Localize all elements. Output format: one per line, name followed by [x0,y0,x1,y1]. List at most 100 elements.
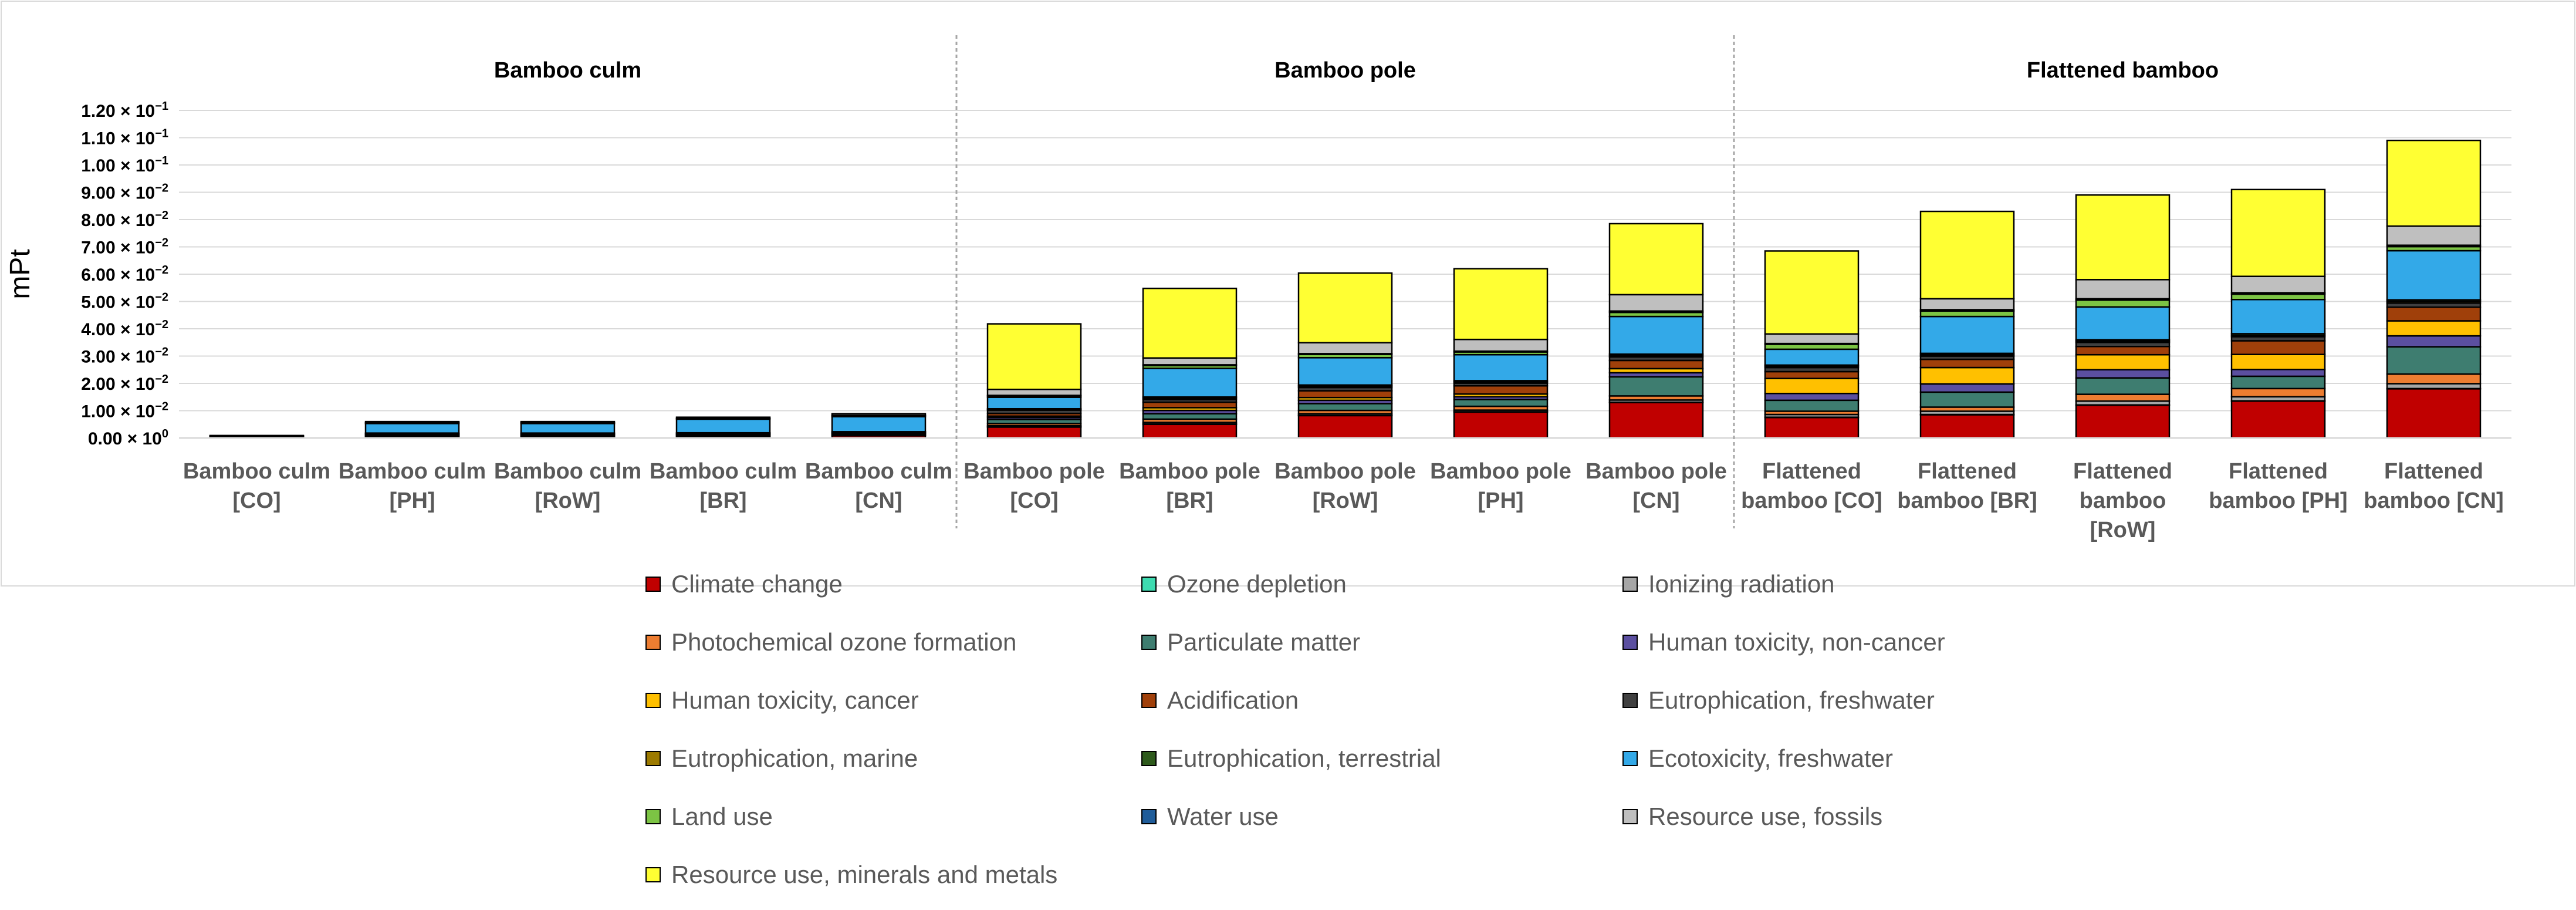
x-tick-label-5: Bamboo pole [CO] [964,459,1105,513]
bar-segment-10-11 [1764,348,1860,366]
legend-swatch [1141,751,1157,766]
x-tick-label-2: Bamboo culm [RoW] [494,459,641,513]
bar-segment-13-6 [2230,353,2326,370]
bar-segment-14-4 [2386,346,2482,375]
x-tick-label-10: Flattened bamboo [CO] [1741,459,1882,513]
bar-segment-12-0 [2075,404,2171,439]
y-tick-label-1: 1.00 × 10−2 [81,400,168,422]
bar-segment-12-7 [2075,345,2171,356]
legend-label: Particulate matter [1167,628,1361,656]
bar-segment-7-15 [1297,272,1393,343]
bar-segment-5-11 [986,396,1082,410]
legend-swatch [645,751,661,766]
legend-item: Resource use, fossils [1622,799,1882,834]
bar-segment-10-4 [1764,399,1860,412]
legend-swatch [645,693,661,708]
bar-segment-9-7 [1608,359,1704,370]
legend-label: Human toxicity, cancer [671,686,919,714]
legend-label: Climate change [671,570,843,598]
x-tick-label-11: Flattened bamboo [BR] [1897,459,2037,513]
bar-segment-10-7 [1764,370,1860,379]
bar-segment-9-11 [1608,315,1704,355]
y-tick-label-4: 4.00 × 10−2 [81,318,168,339]
bar-segment-10-6 [1764,378,1860,395]
bar-segment-7-7 [1297,390,1393,399]
bar-segment-13-14 [2230,275,2326,294]
bar-segment-12-12 [2075,299,2171,308]
bar-segment-14-7 [2386,306,2482,322]
bar-segment-3-14 [675,416,771,419]
bar-segment-14-5 [2386,335,2482,348]
y-tick-label-9: 9.00 × 10−2 [81,182,168,203]
legend-item: Eutrophication, marine [645,741,918,776]
y-tick-label-12: 1.20 × 10−1 [81,100,168,121]
y-axis-label: mPt [5,249,36,299]
x-tick-label-8: Bamboo pole [PH] [1430,459,1571,513]
y-tick-label-11: 1.10 × 10−1 [81,127,168,149]
y-tick-label-2: 2.00 × 10−2 [81,373,168,394]
legend-label: Ecotoxicity, freshwater [1648,744,1894,772]
legend-label: Human toxicity, non-cancer [1648,628,1945,656]
legend-swatch [1622,751,1638,766]
legend-item: Ecotoxicity, freshwater [1622,741,1893,776]
bar-segment-14-11 [2386,250,2482,301]
bar-segment-10-14 [1764,333,1860,345]
bar-segment-14-14 [2386,225,2482,246]
bar-segment-11-6 [1919,366,2015,385]
bar-segment-5-0 [986,426,1082,439]
legend-label: Water use [1167,803,1279,830]
legend-label: Eutrophication, marine [671,744,918,772]
legend-swatch [1622,693,1638,708]
x-tick-label-4: Bamboo culm [CN] [805,459,952,513]
legend-label: Acidification [1167,686,1299,714]
bar-segment-12-11 [2075,306,2171,341]
bar-segment-6-7 [1142,401,1238,409]
bar-segment-12-14 [2075,279,2171,300]
bar-segment-10-5 [1764,392,1860,402]
y-tick-label-0: 0.00 × 100 [88,427,168,449]
bar-segment-12-3 [2075,393,2171,402]
x-tick-label-1: Bamboo culm [PH] [339,459,486,513]
bar-segment-11-0 [1919,414,2015,439]
bar-segment-10-12 [1764,343,1860,350]
legend-swatch [1141,693,1157,708]
bar-segment-10-15 [1764,250,1860,335]
bar-segment-13-12 [2230,293,2326,301]
group-title-1: Bamboo pole [1275,58,1416,83]
legend-swatch [1622,577,1638,592]
legend-label: Eutrophication, freshwater [1648,686,1935,714]
group-title-0: Bamboo culm [494,58,641,83]
bar-segment-6-14 [1142,357,1238,366]
bar-segment-14-6 [2386,320,2482,337]
bar-segment-7-14 [1297,342,1393,355]
bar-segment-2-14 [520,420,616,424]
bar-segment-1-14 [364,420,460,424]
legend-swatch [645,635,661,650]
bar-segment-13-11 [2230,298,2326,335]
bar-segment-13-4 [2230,375,2326,390]
y-tick-label-3: 3.00 × 10−2 [81,346,168,367]
bar-segment-9-14 [1608,294,1704,312]
bar-segment-4-11 [831,416,927,433]
bar-segment-5-15 [986,323,1082,390]
x-tick-label-12: Flattened bamboo [RoW] [2073,459,2172,542]
bar-segment-7-0 [1297,414,1393,439]
x-tick-label-6: Bamboo pole [BR] [1119,459,1260,513]
legend-item: Particulate matter [1141,625,1360,660]
bar-segment-8-4 [1453,399,1549,407]
legend-label: Resource use, minerals and metals [671,861,1058,888]
legend-swatch [645,809,661,824]
legend-swatch [645,867,661,882]
bar-segment-14-0 [2386,388,2482,439]
bar-segment-9-0 [1608,402,1704,439]
y-tick-label-10: 1.00 × 10−1 [81,154,168,176]
bar-segment-11-11 [1919,315,2015,355]
bar-segment-11-4 [1919,391,2015,408]
stacked-bar-chart: 0.00 × 100 1.00 × 10−2 2.00 × 10−2 3.00 × 1… [1,1,2575,587]
legend-item: Eutrophication, terrestrial [1141,741,1441,776]
bar-segment-13-15 [2230,188,2326,277]
bar-segment-11-5 [1919,383,2015,393]
bar-segment-3-11 [675,418,771,434]
bar-segment-13-0 [2230,400,2326,439]
legend-item: Climate change [645,567,843,602]
